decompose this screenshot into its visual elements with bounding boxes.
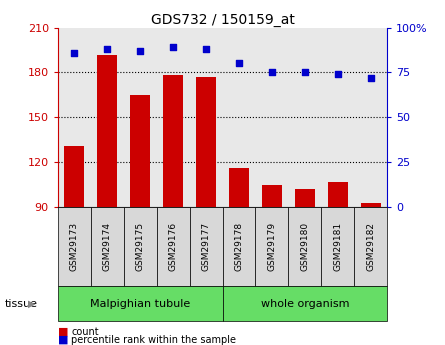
Bar: [295, 189, 315, 207]
Text: GSM29180: GSM29180: [300, 222, 309, 271]
Title: GDS732 / 150159_at: GDS732 / 150159_at: [150, 12, 295, 27]
Bar: [229, 168, 249, 207]
Bar: [328, 181, 348, 207]
Text: GSM29176: GSM29176: [169, 222, 178, 271]
Text: ■: ■: [58, 327, 69, 337]
Text: percentile rank within the sample: percentile rank within the sample: [71, 335, 236, 345]
Text: ▶: ▶: [28, 299, 36, 308]
Point: [235, 61, 243, 66]
Bar: [97, 55, 117, 207]
Point: [202, 46, 210, 52]
Text: count: count: [71, 327, 99, 337]
Point: [137, 48, 144, 54]
Point: [170, 45, 177, 50]
Text: GSM29175: GSM29175: [136, 222, 145, 271]
Text: GSM29179: GSM29179: [267, 222, 276, 271]
Bar: [196, 77, 216, 207]
Point: [334, 71, 341, 77]
Bar: [130, 95, 150, 207]
Text: GSM29181: GSM29181: [333, 222, 342, 271]
Text: ■: ■: [58, 335, 69, 345]
Text: GSM29178: GSM29178: [235, 222, 243, 271]
Bar: [361, 203, 380, 207]
Text: tissue: tissue: [4, 299, 37, 308]
Text: GSM29174: GSM29174: [103, 222, 112, 271]
Text: GSM29182: GSM29182: [366, 222, 375, 271]
Bar: [262, 185, 282, 207]
Text: Malpighian tubule: Malpighian tubule: [90, 299, 190, 308]
Point: [367, 75, 374, 81]
Point: [301, 70, 308, 75]
Point: [104, 46, 111, 52]
Bar: [65, 146, 84, 207]
Point: [71, 50, 78, 56]
Text: whole organism: whole organism: [261, 299, 349, 308]
Point: [268, 70, 275, 75]
Text: GSM29173: GSM29173: [70, 222, 79, 271]
Bar: [163, 76, 183, 207]
Text: GSM29177: GSM29177: [202, 222, 210, 271]
